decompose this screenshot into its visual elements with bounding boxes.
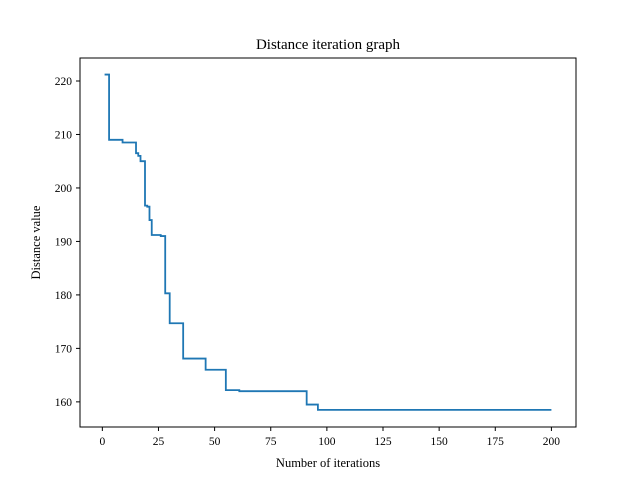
plot-area (80, 58, 576, 427)
y-axis-label: Distance value (29, 205, 43, 279)
x-tick-label: 200 (543, 436, 561, 448)
x-tick-label: 100 (318, 436, 336, 448)
x-tick-label: 75 (265, 436, 277, 448)
x-axis-label: Number of iterations (276, 456, 380, 470)
y-tick-label: 170 (55, 343, 73, 355)
y-tick-label: 180 (55, 290, 73, 302)
x-tick-label: 150 (431, 436, 449, 448)
axes-frame (79, 57, 577, 428)
y-tick-label: 160 (55, 397, 73, 409)
x-tick-label: 175 (487, 436, 505, 448)
x-tick-label: 50 (209, 436, 221, 448)
y-tick-label: 210 (55, 129, 73, 141)
y-tick-label: 220 (55, 76, 73, 88)
y-tick-label: 200 (55, 183, 73, 195)
y-tick-label: 190 (55, 236, 73, 248)
chart-title: Distance iteration graph (256, 37, 401, 53)
x-tick-label: 25 (153, 436, 165, 448)
x-tick-label: 125 (374, 436, 392, 448)
x-tick-label: 0 (99, 436, 105, 448)
axis-ticks: 0 25 50 75 100 125 150 175 200 160 170 180 190 200 210… (55, 76, 561, 448)
series-line (104, 73, 552, 411)
